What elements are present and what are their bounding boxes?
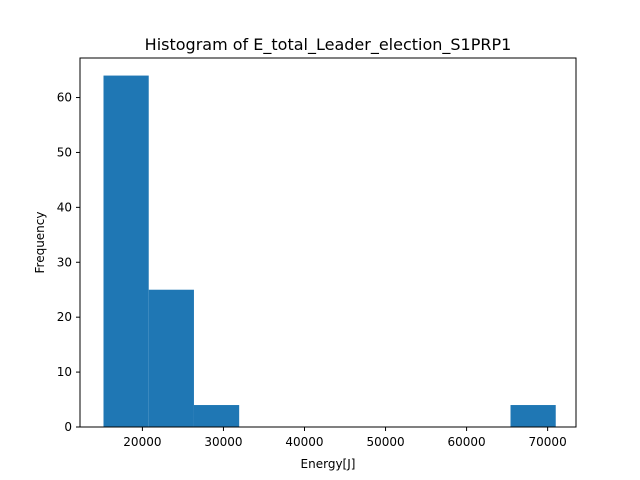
y-tick-label: 0 [64,420,72,434]
histogram-bar [510,405,556,427]
x-axis-label: Energy[J] [301,457,356,471]
y-tick-label: 40 [57,200,72,214]
x-tick-label: 40000 [285,435,323,449]
y-tick-label: 50 [57,145,72,159]
x-tick-label: 30000 [204,435,242,449]
y-tick-label: 20 [57,310,72,324]
bars-group [103,75,556,428]
chart-title: Histogram of E_total_Leader_election_S1P… [145,35,512,55]
y-tick-label: 10 [57,365,72,379]
y-axis-label: Frequency [33,212,47,274]
x-tick-label: 20000 [123,435,161,449]
y-tick-label: 30 [57,255,72,269]
histogram-bar [193,405,240,427]
plot-frame [79,57,577,428]
x-tick-label: 70000 [529,435,567,449]
x-tick-label: 60000 [447,435,485,449]
x-axis-ticks: 20000 30000 40000 50000 60000 70000 [123,427,567,449]
y-tick-label: 60 [57,91,72,105]
histogram-bar [103,75,149,428]
histogram-bar [148,289,194,427]
y-axis-ticks: 0 10 20 30 40 50 60 [57,91,80,434]
x-tick-label: 50000 [366,435,404,449]
